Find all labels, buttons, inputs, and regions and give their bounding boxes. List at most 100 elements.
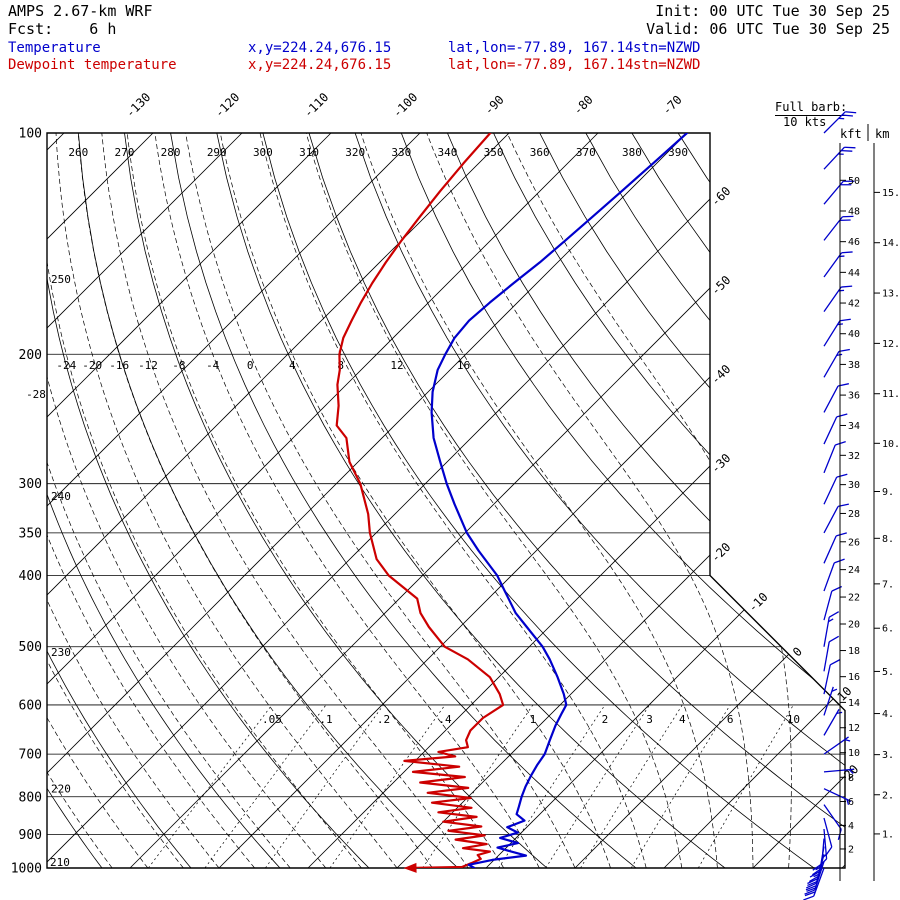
svg-text:600: 600	[19, 698, 42, 713]
svg-text:-70: -70	[660, 93, 685, 118]
svg-text:4: 4	[289, 359, 296, 372]
svg-text:220: 220	[51, 783, 71, 796]
svg-text:48: 48	[848, 206, 860, 217]
svg-text:36: 36	[848, 391, 860, 402]
svg-text:13.: 13.	[882, 289, 900, 300]
svg-text:2: 2	[602, 713, 609, 726]
svg-text:370: 370	[576, 146, 596, 159]
svg-text:.2: .2	[377, 713, 390, 726]
full-barb-note-label: Full barb:	[775, 100, 848, 116]
svg-text:6: 6	[848, 797, 854, 808]
svg-text:-40: -40	[708, 362, 733, 387]
svg-text:340: 340	[437, 146, 457, 159]
svg-text:-28: -28	[26, 388, 46, 401]
svg-text:.05: .05	[262, 713, 282, 726]
svg-text:5.: 5.	[882, 667, 894, 678]
svg-text:-80: -80	[571, 93, 596, 118]
svg-text:210: 210	[50, 856, 70, 869]
svg-text:38: 38	[848, 360, 860, 371]
svg-text:300: 300	[253, 146, 273, 159]
valid-time: Valid: 06 UTC Tue 30 Sep 25	[646, 20, 890, 38]
svg-text:50: 50	[848, 176, 860, 187]
svg-text:10.: 10.	[882, 439, 900, 450]
svg-text:3.: 3.	[882, 750, 894, 761]
svg-text:-24: -24	[56, 359, 76, 372]
svg-text:8.: 8.	[882, 534, 894, 545]
temperature-legend-stn: stn=NZWD	[633, 40, 701, 56]
svg-text:-30: -30	[708, 451, 733, 476]
svg-text:24: 24	[848, 565, 860, 576]
dewpoint-curve	[335, 133, 505, 873]
svg-text:-130: -130	[123, 90, 153, 120]
svg-text:350: 350	[19, 526, 42, 541]
svg-text:280: 280	[161, 146, 181, 159]
init-time: Init: 00 UTC Tue 30 Sep 25	[655, 2, 890, 20]
svg-text:-60: -60	[708, 184, 733, 209]
svg-text:-20: -20	[708, 540, 733, 565]
svg-text:700: 700	[19, 748, 42, 763]
svg-text:240: 240	[51, 490, 71, 503]
svg-text:20: 20	[848, 620, 860, 631]
svg-text:300: 300	[19, 477, 42, 492]
svg-text:1000: 1000	[11, 862, 42, 877]
svg-text:0: 0	[247, 359, 254, 372]
svg-text:-20: -20	[82, 359, 102, 372]
dewpoint-legend-label: Dewpoint temperature	[8, 57, 177, 73]
svg-text:350: 350	[484, 146, 504, 159]
temperature-legend-latlon: lat,lon=-77.89, 167.14	[448, 40, 634, 56]
model-name: AMPS 2.67-km WRF	[8, 2, 153, 20]
svg-text:100: 100	[19, 127, 42, 142]
svg-text:-50: -50	[708, 273, 733, 298]
svg-text:290: 290	[207, 146, 227, 159]
svg-text:10: 10	[787, 713, 800, 726]
svg-text:1: 1	[530, 713, 537, 726]
svg-text:16: 16	[457, 359, 470, 372]
svg-text:4.: 4.	[882, 709, 894, 720]
svg-text:26: 26	[848, 537, 860, 548]
svg-text:310: 310	[299, 146, 319, 159]
svg-text:4: 4	[679, 713, 686, 726]
svg-text:-8: -8	[172, 359, 185, 372]
svg-text:14: 14	[848, 698, 860, 709]
svg-text:11.: 11.	[882, 389, 900, 400]
temperature-legend-label: Temperature	[8, 40, 101, 56]
svg-text:40: 40	[848, 329, 860, 340]
svg-text:360: 360	[530, 146, 550, 159]
full-barb-note-value: 10 kts	[783, 115, 827, 129]
svg-text:15.: 15.	[882, 188, 900, 199]
svg-text:8: 8	[848, 773, 854, 784]
svg-text:6.: 6.	[882, 624, 894, 635]
svg-text:9.: 9.	[882, 487, 894, 498]
svg-text:1.: 1.	[882, 829, 894, 840]
svg-text:46: 46	[848, 237, 860, 248]
svg-text:34: 34	[848, 421, 860, 432]
svg-text:-4: -4	[206, 359, 220, 372]
svg-text:800: 800	[19, 790, 42, 805]
svg-text:22: 22	[848, 593, 860, 604]
svg-text:2: 2	[848, 844, 854, 855]
svg-text:320: 320	[345, 146, 365, 159]
svg-text:-16: -16	[109, 359, 129, 372]
svg-text:32: 32	[848, 451, 860, 462]
svg-text:44: 44	[848, 268, 860, 279]
svg-text:12: 12	[390, 359, 403, 372]
svg-text:330: 330	[391, 146, 411, 159]
svg-text:14.: 14.	[882, 238, 900, 249]
temperature-legend-xy: x,y=224.24,676.15	[248, 40, 392, 56]
svg-text:7.: 7.	[882, 579, 894, 590]
svg-text:4: 4	[848, 821, 854, 832]
svg-text:-120: -120	[212, 90, 242, 120]
altitude-axes: kft km50484644424038363432302826242220181…	[839, 124, 900, 881]
svg-text:400: 400	[19, 569, 42, 584]
svg-text:28: 28	[848, 509, 860, 520]
svg-text:.4: .4	[438, 713, 452, 726]
plot-frame	[46, 132, 846, 869]
svg-text:-12: -12	[138, 359, 158, 372]
svg-text:12: 12	[848, 723, 860, 734]
svg-text:-110: -110	[301, 90, 331, 120]
svg-text:km: km	[875, 127, 889, 141]
svg-text:3: 3	[646, 713, 653, 726]
svg-text:30: 30	[848, 480, 860, 491]
